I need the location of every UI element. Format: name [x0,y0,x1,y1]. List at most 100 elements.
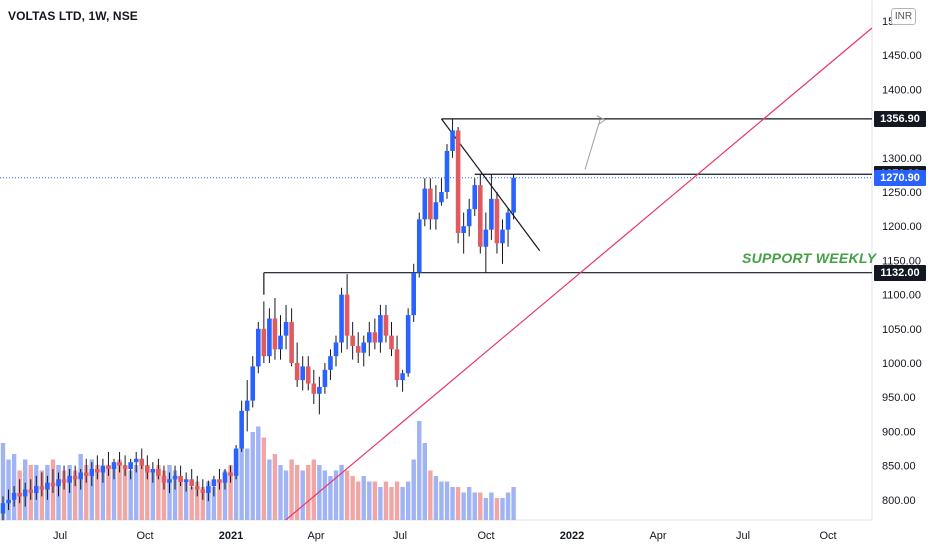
candle-body [156,469,161,476]
candle-body [83,472,89,476]
candle-body [206,486,211,493]
candle-body [67,475,72,483]
candle-body [39,486,45,490]
time-axis[interactable]: Jul Oct 2021 Apr Jul Oct 2022 Apr Jul Oct [53,530,837,542]
candle-body [183,479,189,483]
candle-body [361,342,367,353]
candle-body [28,489,34,493]
volume-bar [0,443,6,520]
volume-bar [122,465,128,520]
candlesticks [0,118,516,521]
candle-body [300,366,305,381]
volume-bar [389,487,394,520]
volume-bar [400,487,405,520]
candle-body [305,366,311,384]
candle-body [211,479,217,487]
candle-body [505,212,511,230]
candle-body [122,465,128,470]
volume-bar [361,476,366,520]
candle-body [455,130,461,234]
volume-bar [217,481,222,520]
volume-bar [383,481,389,520]
candle-body [278,335,283,350]
volume-bar [84,465,89,520]
volume-bar [150,470,156,520]
candle-body [339,294,344,343]
candle-body [56,479,61,487]
candle-body [411,272,416,316]
candle-body [494,198,500,244]
volume-bar [489,492,494,520]
candle-body [428,188,433,220]
candle-body [233,448,239,476]
candle-body [372,332,378,343]
time-tick-label: 2021 [219,530,243,542]
candle-body [133,458,139,463]
time-tick-label: Apr [649,530,666,542]
candle-body [139,458,145,466]
price-axis[interactable]: 800.00 850.00 900.00 950.00 1000.00 1050.00 11… [882,16,922,507]
volume-bar [261,437,267,520]
candle-body [450,130,455,151]
price-tick-label: 1400.00 [882,84,922,96]
candle-body [150,469,156,473]
candle-body [466,209,472,227]
candle-body [511,177,516,213]
volume-bar [100,470,106,520]
volume-bar [306,465,311,520]
time-tick-label: Oct [136,530,153,542]
volume-bar [211,487,217,520]
candle-body [383,315,389,336]
candle-body [272,318,278,350]
candle-body [283,321,289,336]
candle-body [333,342,339,357]
candle-body [50,482,56,487]
projection-arrow [584,119,601,170]
candle-body [178,475,183,483]
volume-bar [339,465,344,520]
volume-bar [89,459,94,520]
volume-bar [450,487,455,520]
candle-body [267,318,272,357]
candle-body [89,469,95,476]
candle-body [11,492,17,500]
currency-badge[interactable]: INR [891,8,916,25]
volume-bar [145,465,150,520]
candle-body [72,475,78,480]
candle-body [6,499,11,504]
volume-bar [239,443,244,520]
candle-body [355,345,361,353]
candle-body [250,366,256,401]
candle-body [194,486,200,490]
volume-bar [394,481,400,520]
volume-bar [134,465,139,520]
candle-body [472,185,478,210]
candle-body [200,489,206,493]
candle-body [317,386,322,394]
volume-bar [433,476,439,520]
candle-body [111,462,117,470]
candle-body [367,332,372,343]
candle-body [322,369,328,387]
candle-body [17,492,22,497]
volume-bar [478,492,483,520]
candle-body [0,503,6,514]
volume-bar [189,487,194,520]
time-tick-label: Jul [736,530,750,542]
candle-body [461,226,466,234]
price-tick-label: 800.00 [882,495,916,507]
candle-body [444,150,450,192]
volume-bar [283,470,289,520]
volume-bar [417,421,422,520]
chart-drawings [263,27,873,521]
volume-bar [483,498,489,520]
volume-bar [178,476,183,520]
volume-bar [278,465,283,520]
volume-bar [294,465,300,520]
candle-body [389,335,394,350]
candle-body [433,202,439,220]
candle-body [128,462,133,470]
candle-body [478,185,483,247]
candle-body [311,383,317,394]
